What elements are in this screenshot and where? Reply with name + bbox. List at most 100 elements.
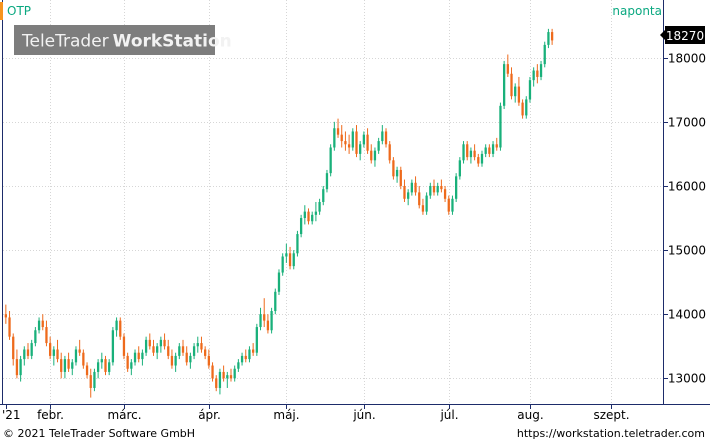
candle-up: [52, 346, 55, 366]
candle-up: [144, 336, 148, 356]
candle-up: [299, 214, 303, 238]
candle-down: [432, 179, 436, 196]
candle-up: [141, 349, 144, 366]
candle-body: [455, 176, 458, 199]
candle-body: [240, 355, 244, 363]
candle-down: [517, 76, 521, 106]
candle-body: [355, 131, 358, 154]
candle-body: [296, 234, 299, 254]
candle-body: [74, 349, 78, 363]
candle-up: [226, 371, 229, 388]
candle-down: [4, 304, 7, 324]
candle-down: [85, 362, 89, 379]
candle-down: [104, 355, 107, 376]
candle-body: [167, 346, 170, 356]
candle-up: [19, 355, 22, 382]
candle-body: [311, 214, 314, 222]
candle-body: [251, 349, 255, 353]
candle-up: [237, 359, 240, 372]
candle-body: [270, 311, 273, 331]
x-tick-label: júl.: [439, 408, 458, 422]
candle-down: [370, 144, 373, 164]
candle-up: [281, 253, 284, 276]
candle-up: [484, 144, 487, 158]
candle-down: [67, 352, 70, 372]
candle-body: [159, 339, 163, 347]
candle-body: [126, 355, 129, 369]
candle-down: [251, 343, 255, 356]
candle-down: [384, 128, 388, 148]
candle-up: [111, 327, 115, 366]
candle-body: [141, 352, 144, 360]
candle-up: [218, 368, 222, 395]
candle-up: [407, 189, 410, 206]
source-url-link[interactable]: https://workstation.teletrader.com: [517, 427, 705, 440]
candle-up: [292, 250, 295, 270]
candle-body: [144, 339, 148, 353]
candle-body: [130, 362, 133, 369]
candle-body: [407, 192, 410, 199]
candle-body: [207, 355, 210, 366]
candle-body: [215, 378, 218, 388]
candle-body: [82, 352, 85, 366]
candle-down: [414, 176, 417, 196]
candle-down: [447, 195, 450, 215]
candle-body: [111, 330, 115, 363]
candle-body: [8, 317, 11, 337]
candle-up: [451, 195, 454, 215]
candle-down: [344, 131, 347, 151]
candle-body: [536, 70, 539, 77]
candle-up: [96, 359, 100, 379]
candle-down: [185, 346, 188, 366]
candle-up: [63, 355, 67, 379]
candle-down: [521, 99, 524, 119]
candle-body: [432, 185, 436, 193]
candle-body: [377, 141, 380, 151]
last-price-pointer: [660, 30, 665, 40]
candle-down: [12, 333, 15, 366]
candle-body: [510, 73, 513, 97]
candle-body: [484, 147, 487, 154]
candle-down: [170, 349, 174, 369]
candle-down: [263, 298, 266, 328]
last-price-label: 18270: [666, 29, 704, 43]
candle-down: [440, 179, 443, 193]
candle-down: [82, 349, 85, 369]
candle-body: [362, 134, 366, 145]
candle-body: [222, 371, 225, 379]
candle-body: [299, 218, 303, 235]
candle-up: [233, 365, 236, 382]
y-tick-label: 13000: [668, 372, 706, 386]
candle-down: [336, 118, 340, 138]
candle-body: [277, 272, 281, 292]
candle-body: [495, 144, 498, 148]
candle-up: [436, 182, 439, 196]
candle-body: [440, 185, 443, 190]
candle-body: [410, 182, 414, 193]
candle-up: [196, 336, 199, 353]
candle-up: [133, 349, 137, 366]
candle-body: [218, 371, 222, 388]
candle-body: [104, 359, 107, 372]
candle-up: [93, 368, 96, 392]
last-price-badge: [665, 26, 705, 44]
candle-body: [414, 182, 417, 193]
candle-up: [455, 173, 458, 202]
candle-down: [56, 339, 59, 363]
candle-body: [192, 346, 196, 356]
candle-down: [137, 346, 140, 363]
x-tick-label: szept.: [593, 408, 629, 422]
candle-down: [266, 314, 270, 334]
candle-down: [45, 320, 48, 347]
candle-up: [381, 125, 384, 145]
candle-down: [510, 67, 513, 100]
x-tick-label: aug.: [517, 408, 543, 422]
candle-body: [119, 320, 122, 337]
candle-down: [211, 362, 214, 382]
interval-label[interactable]: naponta: [612, 4, 662, 18]
candle-up: [377, 137, 380, 154]
candle-body: [506, 64, 509, 74]
candle-body: [373, 150, 377, 161]
candle-up: [189, 352, 192, 369]
